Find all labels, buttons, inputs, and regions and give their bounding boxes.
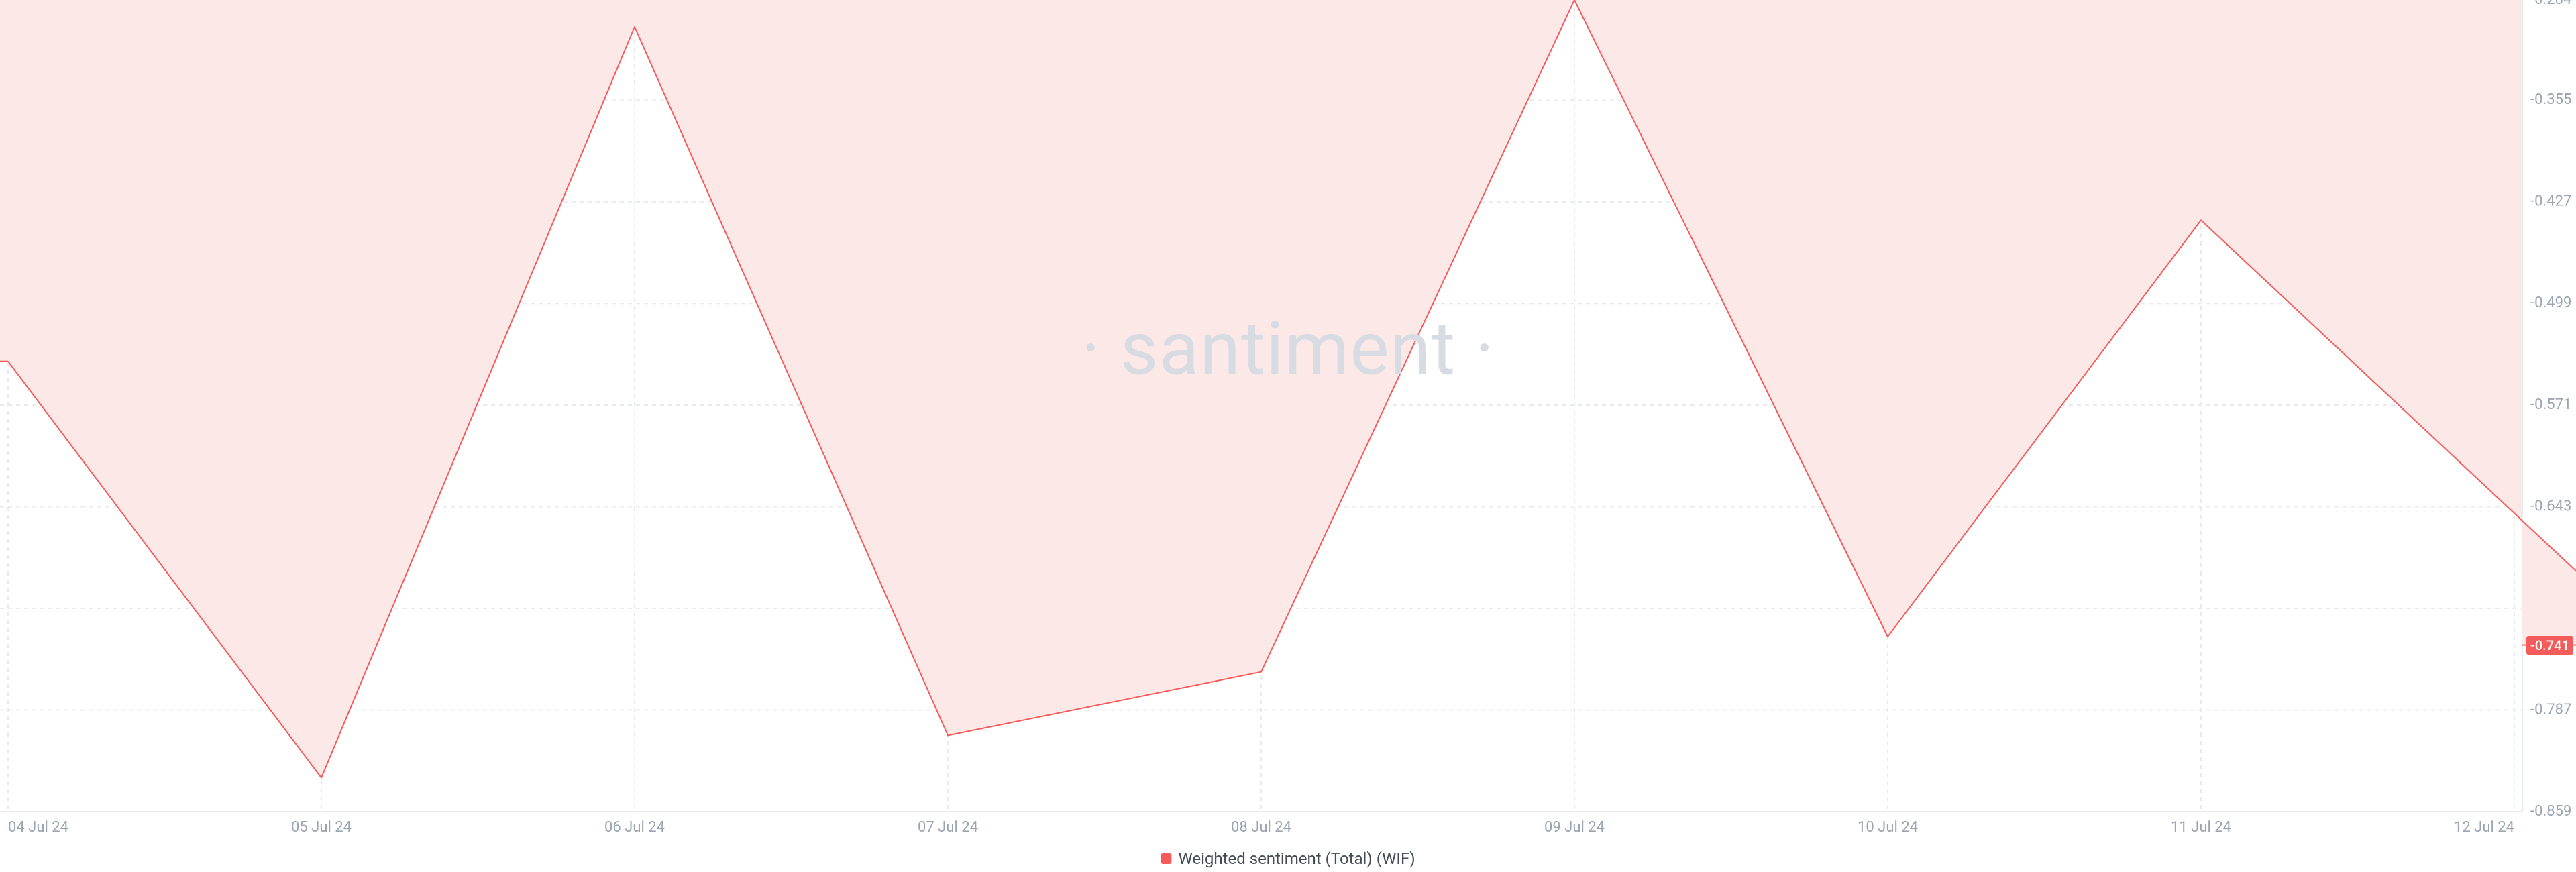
svg-text:-0.284: -0.284: [2530, 0, 2571, 8]
x-axis-label: 09 Jul 24: [1544, 819, 1605, 836]
svg-text:-0.643: -0.643: [2530, 498, 2571, 514]
x-axis-label: 05 Jul 24: [291, 819, 352, 836]
x-axis-label: 11 Jul 24: [2171, 819, 2231, 836]
legend: Weighted sentiment (Total) (WIF): [1161, 849, 1415, 868]
current-value-badge: -0.741: [2526, 636, 2573, 655]
svg-text:-0.571: -0.571: [2530, 396, 2571, 413]
svg-text:-0.499: -0.499: [2530, 294, 2571, 311]
x-axis-label: 08 Jul 24: [1231, 819, 1291, 836]
x-axis-label: 06 Jul 24: [604, 819, 665, 836]
chart-svg: -0.284 -0.355 -0.427 -0.499 -0.571 -0.643 -0.7…: [0, 0, 2576, 872]
x-axis-label: 07 Jul 24: [918, 819, 978, 836]
svg-text:-0.787: -0.787: [2530, 701, 2571, 718]
svg-text:-0.355: -0.355: [2530, 91, 2571, 108]
x-axis-label: 04 Jul 24: [8, 819, 68, 836]
sentiment-chart: -0.284 -0.355 -0.427 -0.499 -0.571 -0.643 -0.7…: [0, 0, 2576, 872]
legend-label: Weighted sentiment (Total) (WIF): [1178, 849, 1415, 868]
x-axis-label: 12 Jul 24: [2454, 819, 2514, 836]
svg-text:-0.427: -0.427: [2530, 193, 2571, 210]
x-axis-label: 10 Jul 24: [1858, 819, 1918, 836]
svg-text:-0.859: -0.859: [2530, 803, 2571, 820]
legend-swatch: [1161, 853, 1171, 864]
